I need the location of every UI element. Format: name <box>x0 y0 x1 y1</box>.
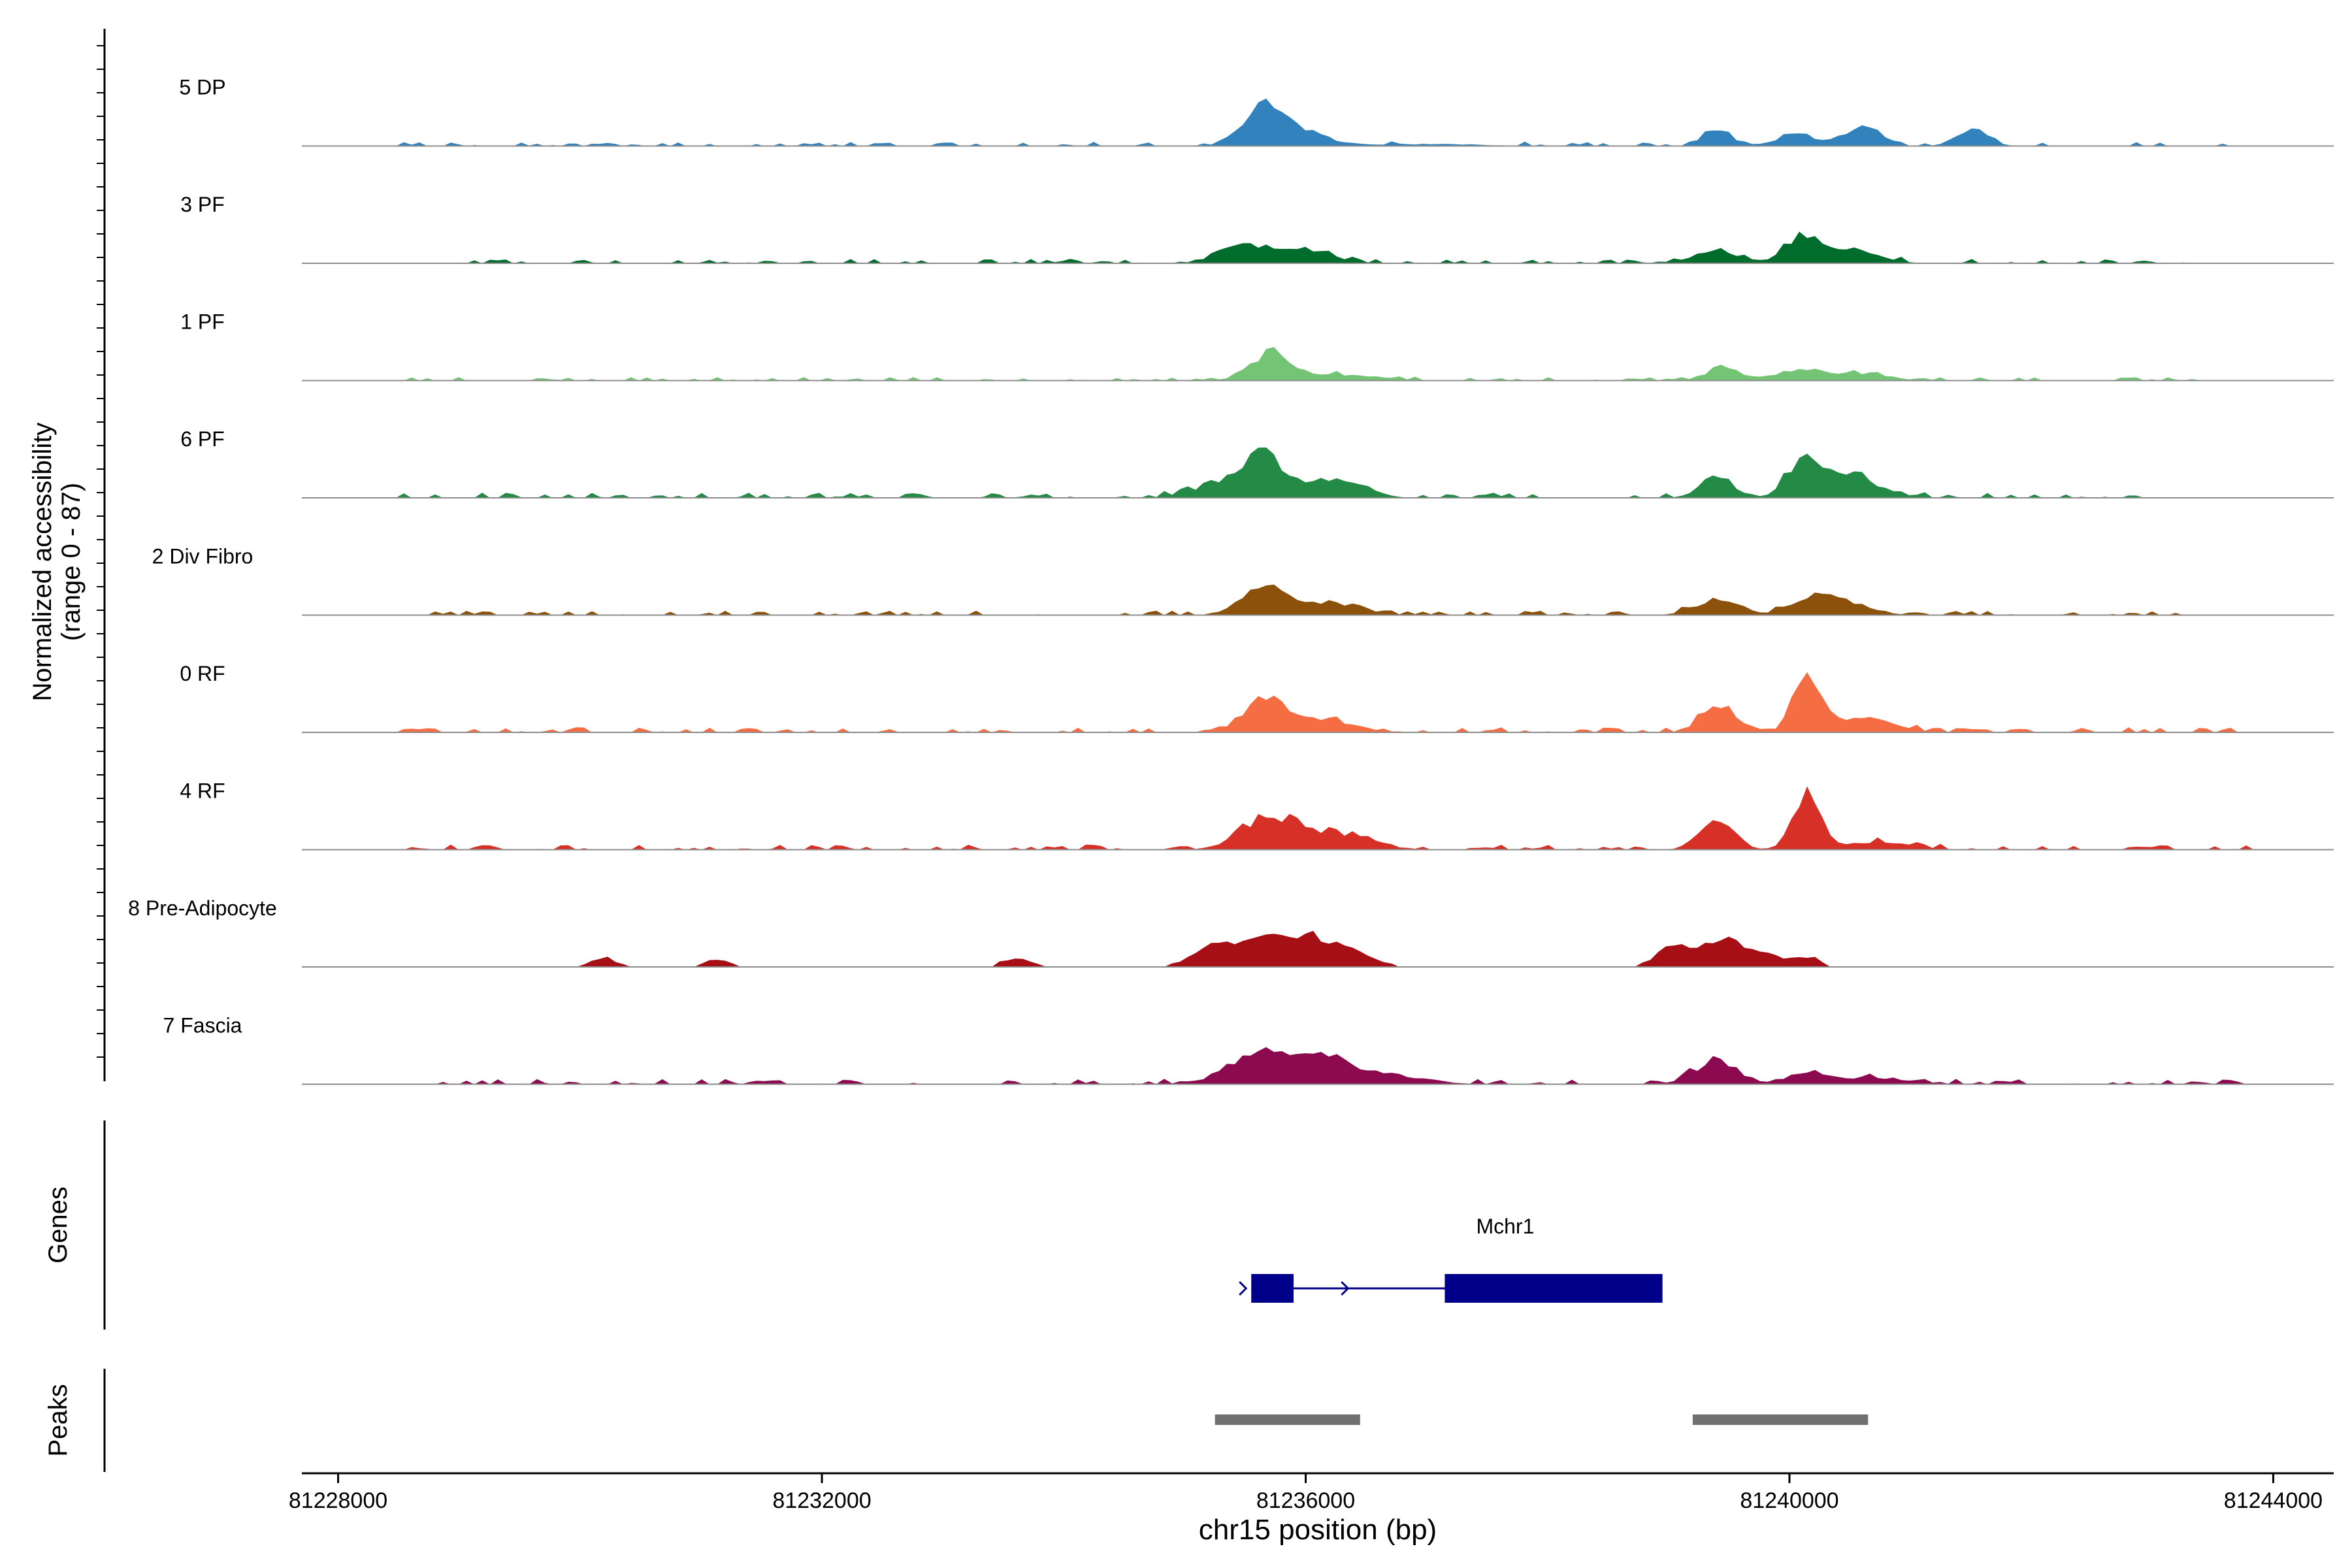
genes-axis-label: Genes <box>44 1186 73 1264</box>
x-tick-label: 81236000 <box>1256 1488 1355 1513</box>
coverage-area <box>302 930 2334 967</box>
gene-exon <box>1445 1274 1663 1303</box>
coverage-area <box>302 347 2334 381</box>
track-3-pf: 3 PF <box>180 193 2334 264</box>
peaks-axis-label: Peaks <box>44 1384 73 1456</box>
track-label: 5 DP <box>179 76 225 99</box>
track-label: 0 RF <box>180 662 225 685</box>
track-label: 1 PF <box>180 310 225 334</box>
track-5-dp: 5 DP <box>179 76 2334 147</box>
coverage-area <box>302 447 2334 498</box>
track-label: 8 Pre-Adipocyte <box>128 896 277 920</box>
peaks-track <box>1215 1414 1869 1425</box>
gene-exon <box>1251 1274 1294 1303</box>
strand-arrow <box>1239 1281 1248 1296</box>
gene-name-label: Mchr1 <box>1476 1215 1534 1238</box>
x-tick-label: 81240000 <box>1740 1488 1838 1513</box>
genes-track: Mchr1 <box>1239 1215 1663 1303</box>
track-label: 2 Div Fibro <box>152 545 253 568</box>
track-label: 6 PF <box>180 427 225 451</box>
coverage-area <box>302 584 2334 615</box>
peak-region <box>1215 1414 1360 1425</box>
coverage-area <box>302 786 2334 850</box>
coverage-area <box>302 672 2334 732</box>
track-0-rf: 0 RF <box>180 662 2334 733</box>
track-4-rf: 4 RF <box>180 779 2334 851</box>
x-tick-label: 81244000 <box>2224 1488 2323 1513</box>
x-tick-label: 81228000 <box>289 1488 387 1513</box>
x-tick-label: 81232000 <box>772 1488 871 1513</box>
x-axis-label: chr15 position (bp) <box>1199 1514 1437 1546</box>
strand-arrow <box>1341 1281 1350 1296</box>
coverage-area <box>302 231 2334 263</box>
coverage-tracks: 5 DP 3 PF 1 PF 6 PF 2 Div Fibro 0 RF 4 RF 8 Pre… <box>128 76 2334 1085</box>
coverage-area <box>302 1047 2334 1085</box>
track-label: 4 RF <box>180 779 225 803</box>
track-6-pf: 6 PF <box>180 427 2334 498</box>
track-2-div-fibro: 2 Div Fibro <box>152 545 2334 616</box>
peak-region <box>1692 1414 1869 1425</box>
coverage-area <box>302 98 2334 146</box>
coverage-y-ticks <box>97 45 105 1058</box>
y-axis-label-line1: Normalized accessibility <box>28 423 57 702</box>
track-label: 3 PF <box>180 193 225 216</box>
track-label: 7 Fascia <box>163 1014 242 1037</box>
track-8-pre-adipocyte: 8 Pre-Adipocyte <box>128 896 2334 968</box>
x-axis-ticks: 81228000 81232000 81236000 81240000 81244000 <box>289 1473 2323 1513</box>
track-1-pf: 1 PF <box>180 310 2334 382</box>
y-axis-label-line2: (range 0 - 87) <box>57 483 86 641</box>
track-7-fascia: 7 Fascia <box>163 1014 2334 1085</box>
